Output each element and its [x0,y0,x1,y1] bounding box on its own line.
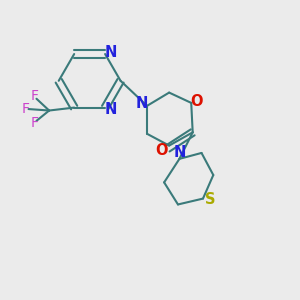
Text: F: F [30,89,38,103]
Text: N: N [173,145,186,160]
Text: F: F [22,102,30,116]
Text: N: N [105,102,117,117]
Text: F: F [30,116,38,130]
Text: S: S [205,192,216,207]
Text: O: O [155,143,168,158]
Text: N: N [105,45,117,60]
Text: O: O [190,94,203,109]
Text: N: N [136,96,148,111]
